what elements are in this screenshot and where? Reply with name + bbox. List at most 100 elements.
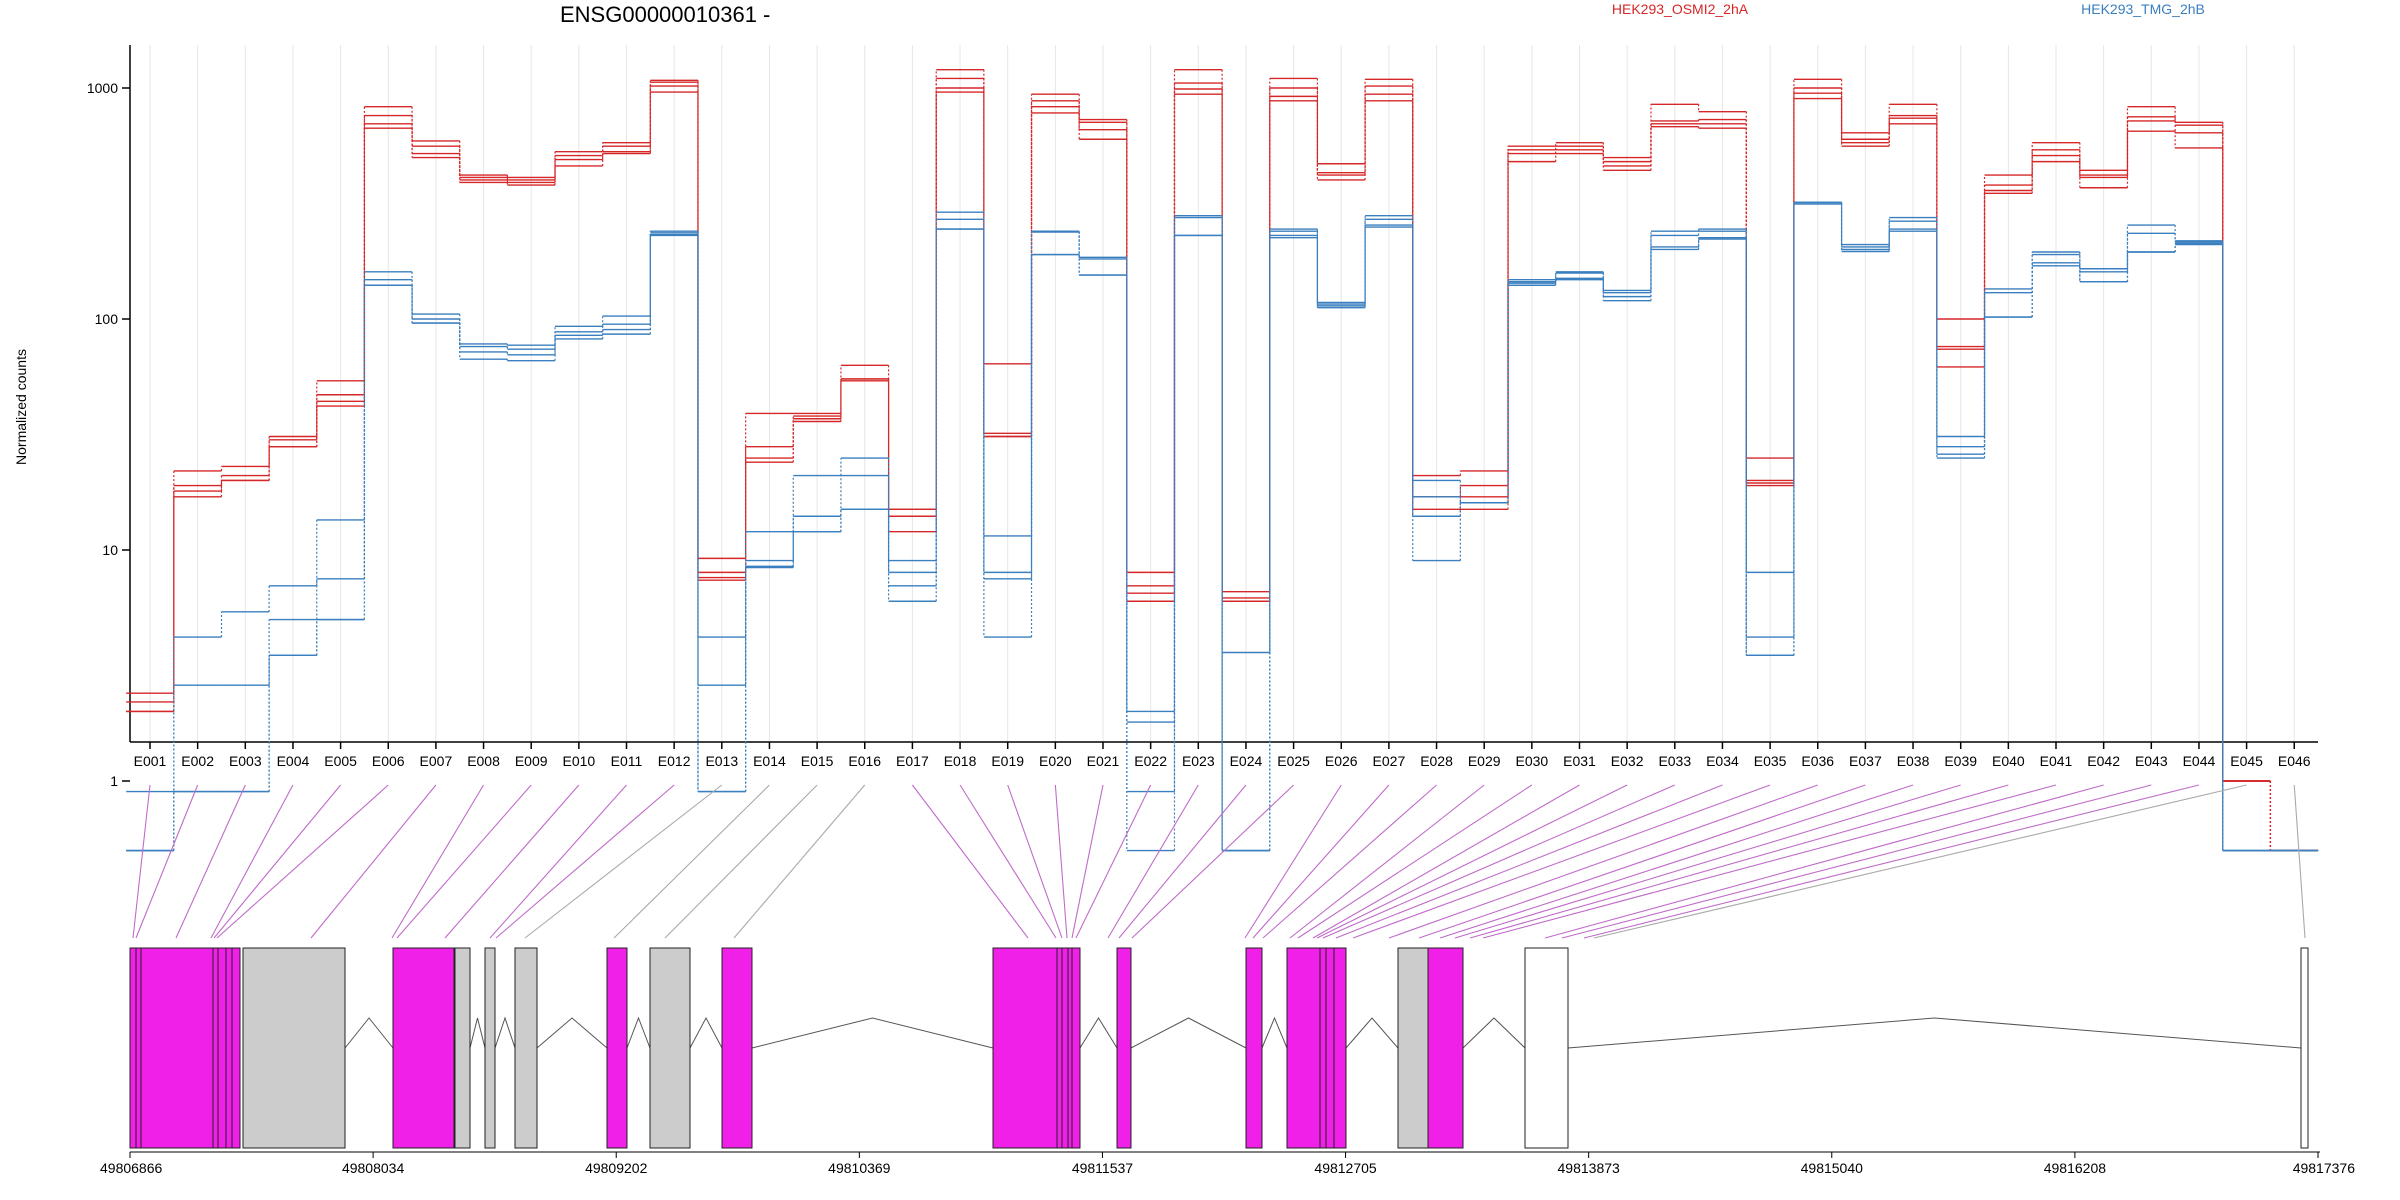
x-tick-label-E014: E014 [753, 753, 786, 769]
connector-E013 [524, 784, 723, 939]
x-tick-label-E031: E031 [1563, 753, 1596, 769]
connector-E003 [175, 784, 246, 939]
exon-block-9 [721, 947, 753, 1149]
connector-E028 [1262, 784, 1437, 939]
connector-E032 [1316, 784, 1628, 939]
series-8 [126, 203, 2319, 852]
intron-8 [689, 1016, 723, 1049]
x-tick-label-E039: E039 [1944, 753, 1977, 769]
connector-E005 [213, 784, 342, 939]
gridlines [149, 45, 2295, 742]
exon-block-1 [129, 947, 241, 1149]
intron-16 [1567, 1017, 2302, 1049]
exon-block-8 [649, 947, 691, 1149]
x-tick-label-E002: E002 [181, 753, 214, 769]
x-tick-label-E046: E046 [2278, 753, 2311, 769]
connector-E002 [135, 784, 199, 939]
intron-12 [1261, 1016, 1288, 1049]
x-tick-label-E017: E017 [896, 753, 929, 769]
connector-E010 [444, 784, 580, 939]
x-tick-label-E018: E018 [944, 753, 977, 769]
exon-connector-lines [132, 784, 2306, 939]
intron-15 [1462, 1017, 1526, 1049]
connector-E018 [959, 784, 1057, 939]
y-axis-label: Normalized counts [13, 349, 29, 465]
intron-7 [626, 1016, 651, 1049]
connector-E031 [1312, 784, 1580, 939]
exon-block-5 [484, 947, 496, 1149]
genomic-tick-label-49816208: 49816208 [2044, 1160, 2107, 1176]
connector-E042 [1544, 784, 2104, 939]
x-tick-label-E023: E023 [1182, 753, 1215, 769]
legend-entry-tmg: HEK293_TMG_2hB [2081, 1, 2205, 17]
connector-E035 [1352, 784, 1771, 939]
intron-9 [751, 1017, 994, 1049]
y-axis: 1 10 100 1000 [87, 45, 131, 789]
connector-E038 [1439, 784, 1914, 939]
intron-6 [536, 1017, 608, 1049]
connector-E020 [1054, 784, 1068, 939]
connector-E008 [391, 784, 485, 939]
exon-block-11 [1116, 947, 1132, 1149]
exon-block-3 [392, 947, 455, 1149]
connector-E030 [1297, 784, 1533, 939]
connector-E043 [1561, 784, 2152, 939]
connector-E022 [1075, 784, 1152, 939]
exon-block-2 [242, 947, 346, 1149]
intron-4 [469, 1017, 486, 1049]
genomic-tick-label-49812705: 49812705 [1314, 1160, 1377, 1176]
x-tick-label-E030: E030 [1515, 753, 1548, 769]
connector-E033 [1322, 784, 1676, 939]
x-tick-label-E032: E032 [1611, 753, 1644, 769]
connector-E034 [1335, 784, 1723, 939]
x-tick-label-E006: E006 [372, 753, 405, 769]
exon-block-6 [514, 947, 538, 1149]
x-tick-label-E003: E003 [229, 753, 262, 769]
x-tick-label-E028: E028 [1420, 753, 1453, 769]
legend-entry-osmi: HEK293_OSMI2_2hA [1612, 1, 1749, 17]
connector-E014 [613, 784, 770, 939]
genomic-tick-label-49808034: 49808034 [342, 1160, 405, 1176]
exon-block-13 [1286, 947, 1347, 1149]
x-tick-label-E007: E007 [420, 753, 453, 769]
genomic-tick-label-49815040: 49815040 [1801, 1160, 1864, 1176]
intron-2 [344, 1017, 394, 1049]
x-tick-label-E021: E021 [1087, 753, 1120, 769]
connector-E015 [664, 784, 818, 939]
y-tick-label-100: 100 [95, 311, 119, 327]
connector-E029 [1289, 784, 1485, 939]
x-tick-label-E022: E022 [1134, 753, 1167, 769]
x-tick-label-E040: E040 [1992, 753, 2025, 769]
connector-E036 [1388, 784, 1818, 939]
x-tick-label-E044: E044 [2183, 753, 2216, 769]
x-tick-label-E001: E001 [134, 753, 167, 769]
genomic-tick-label-49809202: 49809202 [585, 1160, 648, 1176]
x-tick-label-E016: E016 [848, 753, 881, 769]
connector-E019 [1007, 784, 1063, 939]
genomic-tick-label-49813873: 49813873 [1558, 1160, 1621, 1176]
x-tick-label-E004: E004 [277, 753, 310, 769]
connector-E011 [489, 784, 627, 939]
x-tick-label-E005: E005 [324, 753, 357, 769]
connector-E027 [1252, 784, 1390, 939]
exon-block-4 [454, 947, 471, 1149]
connector-E045 [1593, 784, 2247, 939]
y-tick-label-1: 1 [110, 773, 118, 789]
connector-E039 [1454, 784, 1961, 939]
x-tick-label-E029: E029 [1468, 753, 1501, 769]
x-tick-label-E038: E038 [1897, 753, 1930, 769]
y-tick-label-1000: 1000 [87, 80, 118, 96]
x-tick-label-E010: E010 [562, 753, 595, 769]
connector-E046 [2293, 784, 2306, 939]
x-tick-label-E041: E041 [2040, 753, 2073, 769]
connector-E007 [310, 784, 437, 939]
connector-E021 [1071, 784, 1104, 939]
connector-E026 [1244, 784, 1342, 939]
x-tick-label-E035: E035 [1754, 753, 1787, 769]
x-tick-label-E034: E034 [1706, 753, 1739, 769]
series-layer [126, 69, 2319, 852]
exon-block-7 [606, 947, 628, 1149]
connector-E001 [132, 784, 151, 939]
x-tick-label-E036: E036 [1801, 753, 1834, 769]
